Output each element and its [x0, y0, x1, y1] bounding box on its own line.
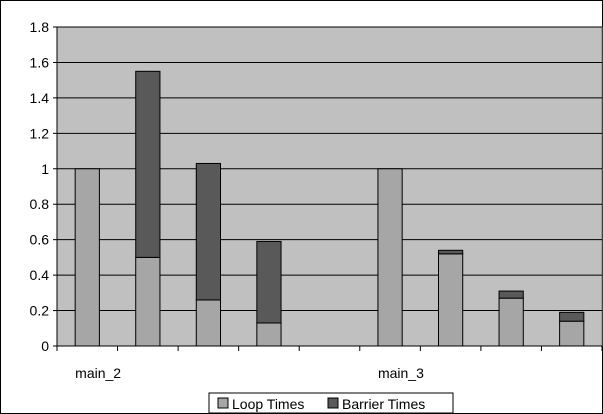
y-tick-label: 0.4: [30, 267, 50, 283]
bar-loop-times: [438, 253, 464, 347]
bar-barrier-times: [256, 240, 282, 324]
bar-barrier-times: [135, 70, 161, 258]
bar-barrier-times: [195, 162, 221, 301]
legend: Loop Times Barrier Times: [208, 392, 454, 414]
x-category-label: main_2: [75, 365, 121, 381]
legend-swatch-barrier-times: [327, 397, 339, 409]
x-category-label: main_3: [378, 365, 424, 381]
tick-labels: 0 0.2 0.4 0.6 0.8 1 1.2 1.4 1.6 1.8 main_2 main_3: [30, 19, 425, 381]
y-tick-label: 1.8: [30, 19, 50, 35]
bar-barrier-times: [498, 290, 524, 299]
legend-swatch-loop-times: [217, 397, 229, 409]
y-tick-label: 1.6: [30, 54, 50, 70]
y-tick-label: 0.6: [30, 232, 50, 248]
y-tick-label: 0.2: [30, 303, 50, 319]
bar-loop-times: [559, 320, 585, 347]
bar-loop-times: [195, 299, 221, 347]
y-tick-label: 1: [41, 161, 49, 177]
y-tick-label: 0: [41, 338, 49, 354]
bar-loop-times: [498, 297, 524, 347]
y-tick-label: 1.4: [30, 90, 50, 106]
bars: [74, 70, 585, 347]
bar-loop-times: [74, 168, 100, 347]
bar-loop-times: [256, 322, 282, 347]
legend-label-loop-times: Loop Times: [232, 396, 304, 412]
y-tick-label: 1.2: [30, 125, 50, 141]
legend-label-barrier-times: Barrier Times: [342, 396, 425, 412]
bar-loop-times: [135, 256, 161, 347]
bar-barrier-times: [438, 249, 464, 255]
y-tick-label: 0.8: [30, 196, 50, 212]
bar-barrier-times: [559, 311, 585, 322]
bar-loop-times: [377, 168, 403, 347]
axis-ticks: [53, 26, 603, 351]
